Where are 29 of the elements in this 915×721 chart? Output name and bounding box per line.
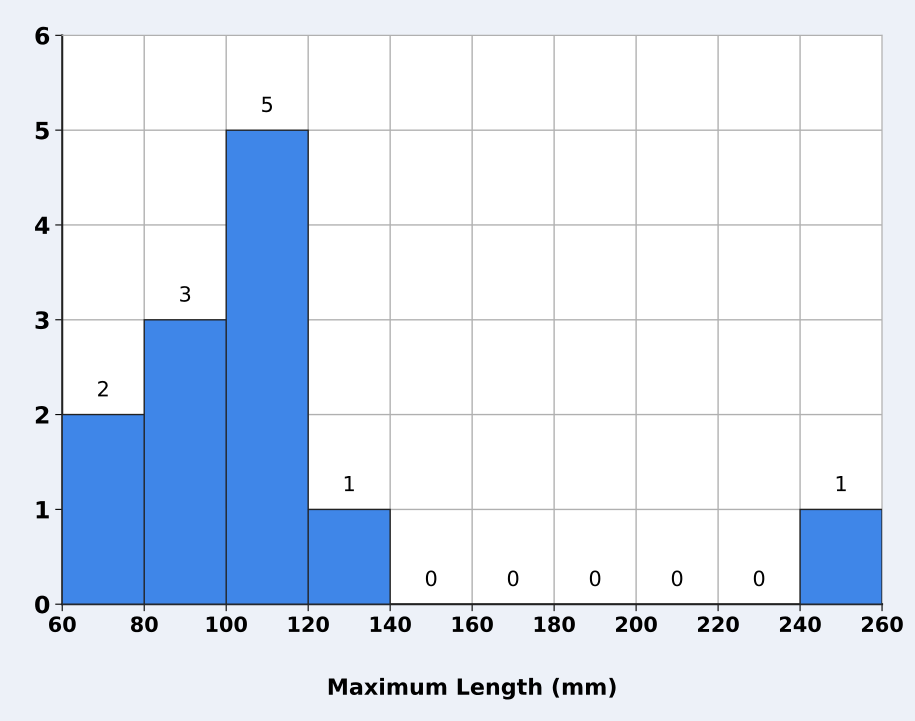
y-tick-label: 1 (36, 501, 49, 518)
x-tick-label: 240 (780, 616, 821, 632)
x-tick-label: 140 (370, 616, 411, 632)
data-label: 1 (836, 476, 846, 492)
x-tick-label: 200 (616, 616, 657, 632)
y-tick-label: 2 (36, 406, 48, 424)
data-label: 5 (262, 96, 272, 112)
y-tick-label: 6 (35, 26, 50, 45)
x-tick-label: 160 (452, 616, 493, 632)
data-label: 0 (508, 570, 518, 586)
data-label: 3 (180, 286, 190, 302)
y-tick-label: 5 (36, 122, 49, 140)
data-label: 0 (754, 570, 764, 586)
x-tick-label: 120 (288, 616, 329, 632)
y-tick-label: 4 (35, 216, 50, 234)
data-label: 0 (590, 570, 600, 586)
data-label: 1 (344, 476, 354, 492)
x-tick-label: 260 (862, 616, 903, 632)
x-tick-label: 100 (206, 616, 247, 632)
x-tick-label: 60 (49, 616, 76, 632)
data-label: 0 (426, 570, 436, 586)
x-tick-label: 180 (534, 616, 575, 632)
x-axis-title: Maximum Length (mm) (328, 678, 616, 700)
y-tick-label: 3 (36, 311, 49, 330)
data-label: 0 (672, 570, 682, 586)
x-tick-label: 220 (698, 616, 739, 632)
y-tick-label: 0 (35, 596, 50, 614)
data-label: 2 (98, 380, 108, 396)
x-tick-label: 80 (130, 616, 158, 632)
